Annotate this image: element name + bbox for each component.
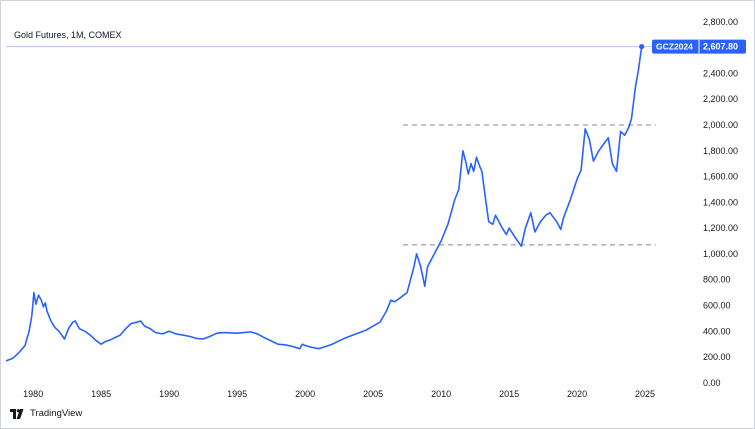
y-tick-label: 600.00 bbox=[703, 300, 731, 310]
x-tick-label: 2015 bbox=[499, 389, 519, 399]
y-tick-label: 2,800.00 bbox=[703, 17, 738, 27]
price-tag-value: 2,607.80 bbox=[703, 42, 738, 52]
tradingview-logo-icon bbox=[10, 408, 24, 419]
gold-price-series-line bbox=[5, 46, 643, 362]
last-price-point bbox=[639, 44, 645, 50]
x-tick-label: 1995 bbox=[227, 389, 247, 399]
y-tick-label: 800.00 bbox=[703, 275, 731, 285]
x-tick-label: 1990 bbox=[159, 389, 179, 399]
y-tick-label: 1,200.00 bbox=[703, 223, 738, 233]
tradingview-brand[interactable]: TradingView bbox=[10, 408, 82, 419]
x-tick-label: 1980 bbox=[23, 389, 43, 399]
y-tick-label: 2,400.00 bbox=[703, 68, 738, 78]
x-tick-label: 2005 bbox=[363, 389, 383, 399]
y-tick-label: 1,600.00 bbox=[703, 172, 738, 182]
y-tick-label: 1,800.00 bbox=[703, 146, 738, 156]
price-tag: GCZ2024 2,607.80 bbox=[652, 39, 746, 54]
x-tick-label: 1985 bbox=[91, 389, 111, 399]
y-tick-label: 2,000.00 bbox=[703, 120, 738, 130]
x-tick-label: 2010 bbox=[431, 389, 451, 399]
y-tick-label: 2,200.00 bbox=[703, 94, 738, 104]
y-tick-label: 0.00 bbox=[703, 378, 721, 388]
x-tick-label: 2020 bbox=[567, 389, 587, 399]
y-tick-label: 200.00 bbox=[703, 352, 731, 362]
y-tick-label: 1,400.00 bbox=[703, 197, 738, 207]
brand-label: TradingView bbox=[30, 408, 83, 419]
y-tick-label: 400.00 bbox=[703, 326, 731, 336]
y-tick-label: 1,000.00 bbox=[703, 249, 738, 259]
x-tick-label: 2000 bbox=[295, 389, 315, 399]
chart-title: Gold Futures, 1M, COMEX bbox=[14, 30, 122, 40]
x-tick-label: 2025 bbox=[635, 389, 655, 399]
price-tag-symbol: GCZ2024 bbox=[656, 42, 693, 52]
